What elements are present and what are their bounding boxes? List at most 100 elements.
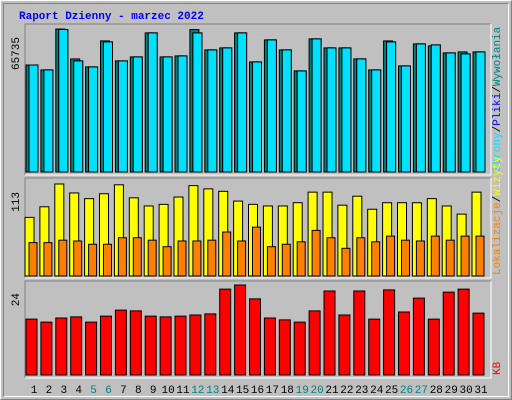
y-tick-label: 65735 — [11, 37, 23, 70]
bar — [114, 309, 127, 376]
legend: Lokalizacje/Wizyty — [492, 156, 504, 275]
legend: KB — [492, 361, 504, 375]
bar — [237, 240, 247, 277]
bar — [207, 49, 218, 173]
x-tick-label: 25 — [385, 385, 398, 397]
x-tick-label: 1 — [31, 385, 38, 397]
x-tick-label: 31 — [474, 385, 488, 397]
x-tick-label: 5 — [90, 385, 97, 397]
chart-title: Raport Dzienny - marzec 2022 — [19, 11, 204, 23]
bar — [383, 289, 396, 376]
y-tick-label: 24 — [11, 293, 23, 307]
frame-light — [3, 3, 509, 397]
bar — [415, 240, 425, 277]
bar — [442, 291, 455, 376]
x-tick-label: 29 — [445, 385, 458, 397]
bar — [353, 290, 366, 376]
x-tick-label: 26 — [400, 385, 413, 397]
bar — [25, 318, 38, 376]
bar — [73, 240, 83, 277]
bar — [326, 237, 336, 277]
bar — [147, 32, 158, 173]
bar — [100, 315, 112, 376]
x-tick-label: 23 — [355, 385, 368, 397]
x-tick-label: 6 — [105, 385, 112, 397]
bar — [249, 298, 261, 376]
bar — [192, 32, 203, 173]
bar — [356, 237, 366, 277]
bar — [192, 240, 202, 277]
bar — [144, 315, 157, 376]
bar — [371, 241, 381, 277]
bar — [237, 32, 248, 173]
bar — [356, 58, 367, 173]
x-tick-label: 4 — [75, 385, 82, 397]
panel-light — [25, 178, 492, 279]
bar — [311, 38, 322, 173]
bar — [401, 239, 410, 277]
bar — [296, 70, 307, 173]
bar — [129, 310, 142, 376]
bar — [219, 288, 232, 376]
bar — [386, 235, 396, 277]
bar — [162, 246, 172, 277]
bar — [207, 239, 217, 277]
bar — [252, 61, 262, 173]
bar — [189, 314, 202, 376]
x-tick-label: 10 — [161, 385, 174, 397]
bar — [252, 226, 261, 277]
x-tick-label: 20 — [310, 385, 323, 397]
x-tick-label: 14 — [221, 385, 235, 397]
x-tick-label: 21 — [325, 385, 339, 397]
legend-entry: Strony — [492, 132, 504, 172]
bar — [430, 235, 440, 277]
bar — [371, 69, 382, 173]
bar — [475, 235, 485, 277]
bar — [323, 290, 336, 376]
bar — [460, 235, 470, 277]
bar — [88, 243, 98, 277]
bar — [472, 312, 485, 376]
legend-entry: Lokalizacje — [492, 202, 504, 275]
x-tick-label: 3 — [60, 385, 67, 397]
bar — [177, 240, 187, 277]
bar — [263, 317, 276, 376]
x-tick-label: 2 — [46, 385, 53, 397]
bar — [341, 47, 352, 173]
bar — [177, 55, 188, 173]
legend-entry: KB — [492, 361, 504, 375]
bar — [117, 237, 127, 277]
bar — [475, 51, 486, 173]
bar — [234, 284, 247, 376]
bar — [58, 239, 68, 277]
bar — [204, 313, 217, 376]
x-tick-label: 24 — [370, 385, 384, 397]
bar — [326, 47, 337, 173]
bar — [70, 316, 83, 376]
bar — [85, 321, 98, 376]
panel-light — [25, 24, 492, 176]
bar — [58, 29, 69, 173]
bar — [28, 242, 38, 277]
x-tick-label: 28 — [430, 385, 443, 397]
bar — [117, 60, 128, 173]
panel-dark — [24, 23, 491, 175]
x-tick-label: 13 — [206, 385, 219, 397]
bar — [445, 52, 456, 173]
x-tick-label: 19 — [296, 385, 309, 397]
bar — [296, 241, 306, 277]
bar — [266, 39, 277, 173]
bar — [222, 47, 233, 173]
x-tick-label: 17 — [266, 385, 279, 397]
bar — [174, 315, 187, 376]
bar — [338, 314, 351, 376]
bar — [103, 243, 112, 277]
bar — [386, 41, 397, 173]
bar — [308, 310, 321, 376]
bar — [147, 239, 157, 277]
bar — [401, 65, 411, 173]
bar — [311, 229, 321, 277]
bar — [457, 288, 470, 376]
bar — [398, 311, 410, 376]
legend-separator: / — [492, 196, 504, 203]
